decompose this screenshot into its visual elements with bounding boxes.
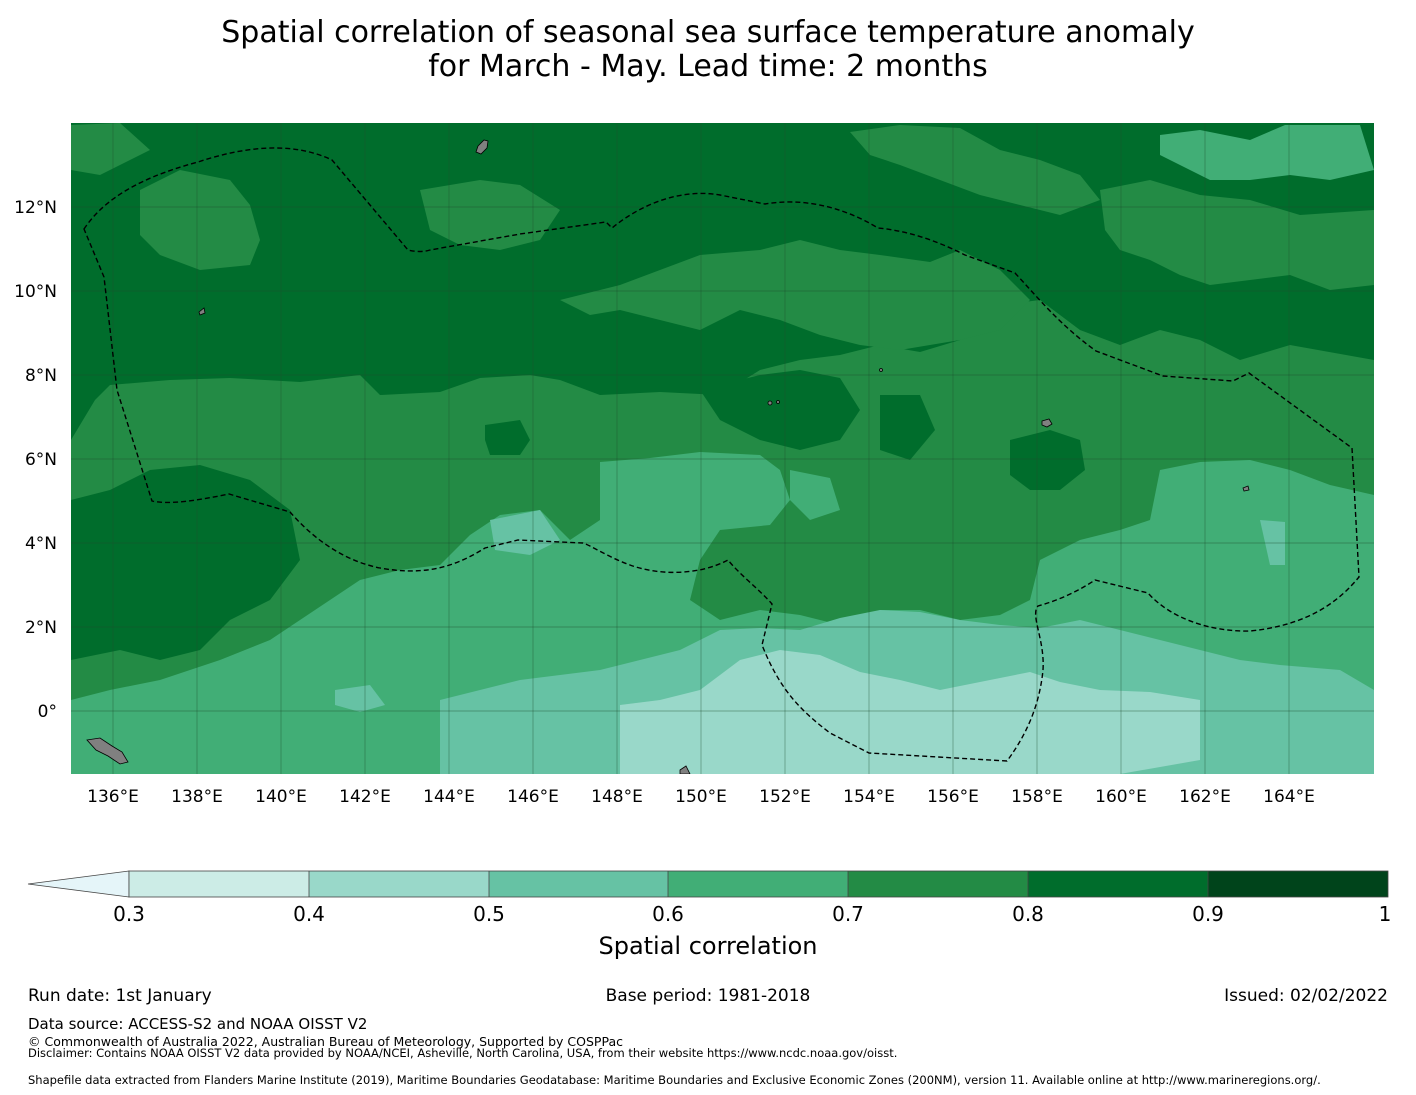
- colorbar-tick-0.8: 0.8: [1012, 902, 1044, 926]
- colorbar-extend-arrow: [27, 870, 130, 898]
- shapefile-credit: Shapefile data extracted from Flanders M…: [28, 1073, 1321, 1087]
- lon-label-152E: 152°E: [759, 787, 811, 807]
- lon-label-138E: 138°E: [171, 787, 223, 807]
- lon-label-162E: 162°E: [1179, 787, 1231, 807]
- land-masses: [86, 139, 1250, 774]
- lat-label-2N: 2°N: [25, 618, 57, 638]
- lat-label-10N: 10°N: [14, 282, 57, 302]
- lat-label-6N: 6°N: [25, 450, 57, 470]
- lon-label-142E: 142°E: [339, 787, 391, 807]
- colorbar-swatch-0.8-0.9: [1028, 871, 1208, 897]
- latitude-labels: 12°N 10°N 8°N 6°N 4°N 2°N 0°: [14, 198, 57, 722]
- lon-label-144E: 144°E: [423, 787, 475, 807]
- colorbar-swatch-0.6-0.7: [668, 871, 848, 897]
- colorbar-swatch-0.4-0.5: [309, 871, 489, 897]
- colorbar-swatch-0.3-0.4: [129, 871, 309, 897]
- colorbar: [27, 870, 1389, 898]
- disclaimer: Disclaimer: Contains NOAA OISST V2 data …: [28, 1046, 898, 1060]
- lat-label-8N: 8°N: [25, 366, 57, 386]
- band-0.4-0.5: [620, 650, 1200, 774]
- correlation-field: [71, 123, 1374, 774]
- run-date: Run date: 1st January: [28, 986, 212, 1006]
- graticule: [71, 123, 1374, 774]
- lon-label-164E: 164°E: [1263, 787, 1315, 807]
- base-period: Base period: 1981-2018: [605, 986, 811, 1006]
- lon-label-156E: 156°E: [927, 787, 979, 807]
- lon-label-148E: 148°E: [591, 787, 643, 807]
- colorbar-tick-0.7: 0.7: [832, 902, 864, 926]
- longitude-labels: 136°E 138°E 140°E 142°E 144°E 146°E 148°…: [87, 787, 1315, 807]
- colorbar-swatch-0.5-0.6: [489, 871, 668, 897]
- data-source: Data source: ACCESS-S2 and NOAA OISST V2: [28, 1015, 368, 1033]
- lon-label-158E: 158°E: [1011, 787, 1063, 807]
- map-title-line-1: Spatial correlation of seasonal sea surf…: [221, 15, 1195, 50]
- lon-label-136E: 136°E: [87, 787, 139, 807]
- colorbar-tick-0.3: 0.3: [113, 902, 145, 926]
- lon-label-160E: 160°E: [1095, 787, 1147, 807]
- issued-date: Issued: 02/02/2022: [1224, 986, 1388, 1006]
- colorbar-tick-0.5: 0.5: [473, 902, 505, 926]
- map-title-line-2: for March - May. Lead time: 2 months: [428, 49, 988, 84]
- colorbar-swatch-0.9-1.0: [1208, 871, 1388, 897]
- lat-label-4N: 4°N: [25, 534, 57, 554]
- lon-label-146E: 146°E: [507, 787, 559, 807]
- colorbar-tick-1: 1: [1378, 902, 1392, 926]
- lon-label-150E: 150°E: [675, 787, 727, 807]
- lon-label-154E: 154°E: [843, 787, 895, 807]
- lon-label-140E: 140°E: [255, 787, 307, 807]
- colorbar-label: Spatial correlation: [598, 932, 818, 960]
- lat-label-12N: 12°N: [14, 198, 57, 218]
- colorbar-tick-0.4: 0.4: [293, 902, 325, 926]
- eez-boundary-north: [83, 147, 1360, 762]
- copyright: © Commonwealth of Australia 2022, Austra…: [28, 1034, 623, 1049]
- colorbar-swatch-0.7-0.8: [848, 871, 1028, 897]
- colorbar-tick-0.9: 0.9: [1192, 902, 1224, 926]
- lat-label-0: 0°: [38, 702, 57, 722]
- colorbar-tick-0.6: 0.6: [652, 902, 684, 926]
